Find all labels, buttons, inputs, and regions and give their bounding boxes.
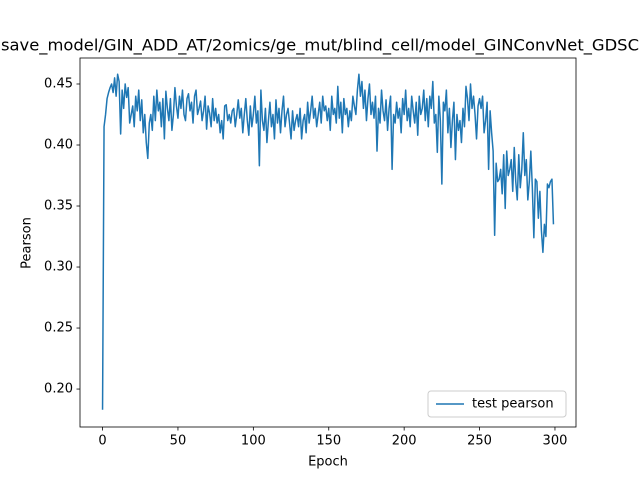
axes-frame [79,57,577,428]
y-tick-label: 0.30 [44,260,73,275]
y-tick-label: 0.45 [44,76,73,91]
y-axis-label: Pearson [20,217,35,269]
legend-box [427,390,567,418]
x-tick-label: 200 [392,434,417,449]
x-tick-label: 100 [241,434,266,449]
y-tick-label: 0.40 [44,138,73,153]
y-tick-label: 0.20 [44,382,73,397]
chart-title: save_model/GIN_ADD_AT/2omics/ge_mut/blin… [1,36,639,56]
x-tick-label: 0 [98,434,106,449]
x-tick-label: 150 [316,434,341,449]
x-tick-label: 300 [543,434,568,449]
y-tick-label: 0.35 [44,199,73,214]
x-tick-label: 250 [467,434,492,449]
x-tick-label: 50 [170,434,187,449]
data-line [101,73,555,410]
legend-label: test pearson [472,397,554,412]
x-axis-label: Epoch [308,455,348,470]
y-tick-label: 0.25 [44,321,73,336]
